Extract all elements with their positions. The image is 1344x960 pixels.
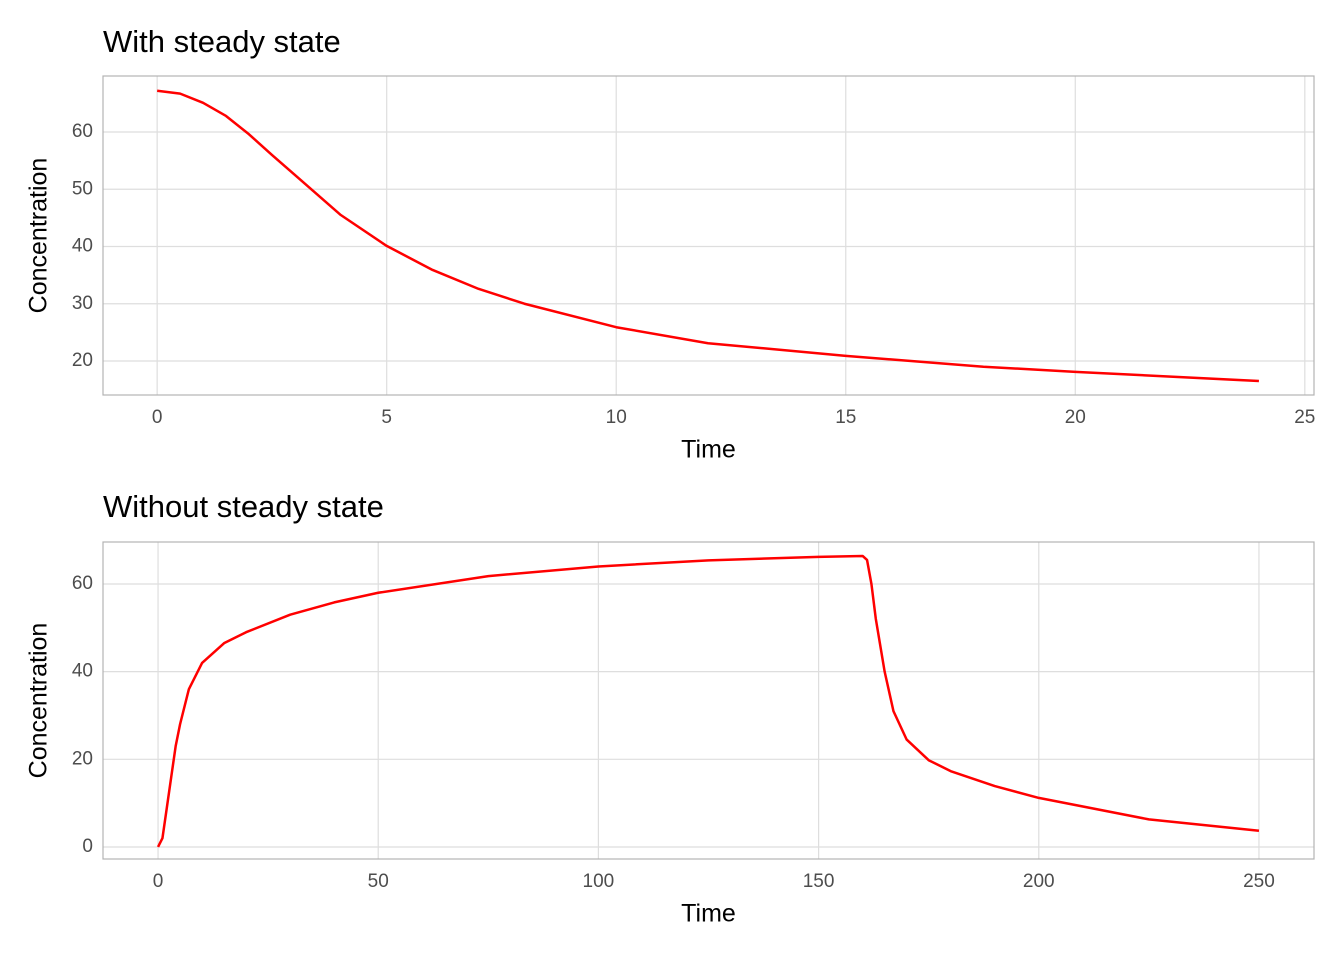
data-line	[157, 89, 1259, 383]
x-tick-label: 150	[803, 871, 835, 892]
chart-title: Without steady state	[103, 489, 384, 524]
y-tick-label: 40	[72, 661, 93, 682]
x-tick-label: 250	[1243, 871, 1275, 892]
x-tick-label: 50	[368, 871, 389, 892]
x-tick-label: 200	[1023, 871, 1055, 892]
y-tick-label: 30	[72, 293, 93, 314]
y-axis-title: Concentration	[25, 158, 53, 314]
x-tick-label: 25	[1294, 407, 1315, 428]
panel-border	[102, 75, 1315, 396]
x-tick-label: 100	[583, 871, 615, 892]
y-tick-label: 20	[72, 350, 93, 371]
x-tick-label: 0	[152, 407, 163, 428]
panel-border	[102, 541, 1315, 860]
y-tick-label: 20	[72, 748, 93, 769]
y-tick-label: 60	[72, 573, 93, 594]
x-axis-title: Time	[681, 436, 736, 464]
y-tick-label: 50	[72, 178, 93, 199]
y-tick-label: 40	[72, 236, 93, 257]
x-tick-label: 15	[835, 407, 856, 428]
y-tick-label: 0	[82, 836, 93, 857]
x-tick-label: 5	[381, 407, 392, 428]
y-axis-title: Concentration	[25, 623, 53, 779]
x-tick-label: 0	[153, 871, 164, 892]
chart-title: With steady state	[103, 24, 341, 59]
y-tick-label: 60	[72, 121, 93, 142]
x-tick-label: 10	[606, 407, 627, 428]
x-tick-label: 20	[1065, 407, 1086, 428]
data-line	[156, 554, 1260, 848]
x-axis-title: Time	[681, 900, 736, 928]
